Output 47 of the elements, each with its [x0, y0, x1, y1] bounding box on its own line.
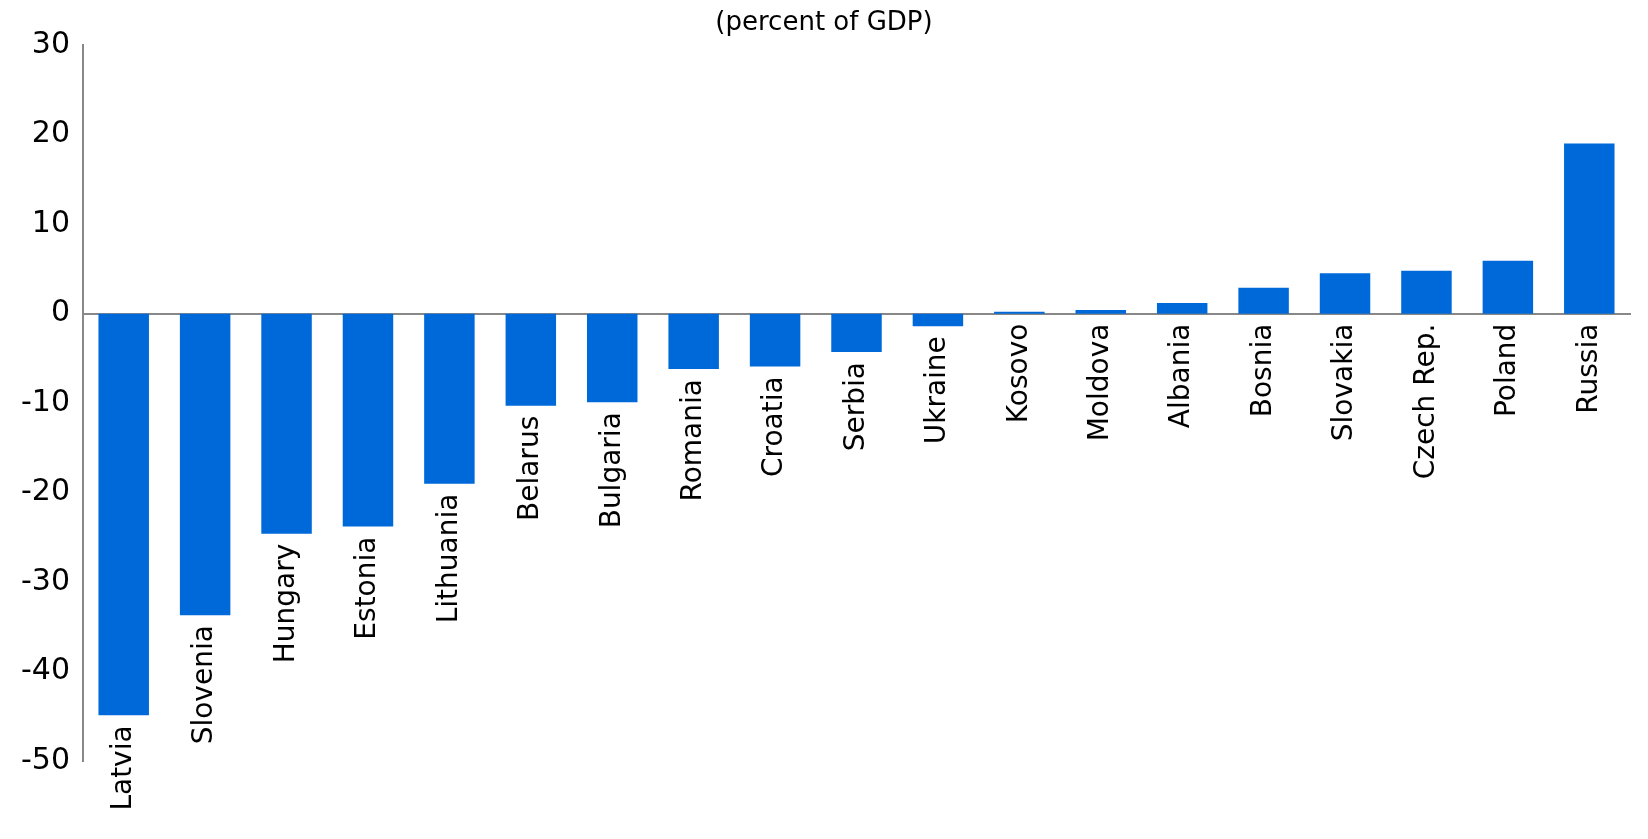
bar [1075, 310, 1126, 314]
chart-title: (percent of GDP) [715, 6, 933, 37]
y-tick-label: 20 [31, 114, 70, 150]
x-tick-label: Kosovo [1000, 323, 1034, 424]
x-tick-label: Lithuania [430, 493, 464, 624]
x-tick-label: Bulgaria [593, 412, 627, 529]
x-tick-label: Estonia [349, 536, 383, 640]
x-tick-label: Latvia [104, 725, 138, 811]
bar [342, 313, 394, 527]
bar [505, 313, 557, 406]
bar [587, 313, 638, 403]
x-tick-label: Slovakia [1326, 323, 1360, 442]
y-tick-label: -10 [21, 382, 70, 418]
x-tick-label: Croatia [756, 376, 790, 478]
y-tick-label: -20 [21, 472, 70, 508]
bar [831, 313, 882, 353]
y-tick-label: -50 [21, 740, 70, 776]
bar [1319, 273, 1371, 314]
bar [1401, 270, 1452, 314]
x-tick-label: Bosnia [1244, 323, 1278, 418]
bar [1482, 260, 1534, 314]
bar [912, 313, 964, 327]
bar [261, 313, 312, 534]
x-tick-label: Ukraine [919, 336, 953, 445]
bar [1156, 302, 1208, 314]
x-tick-label: Belarus [512, 415, 546, 521]
bar [668, 313, 719, 370]
x-tick-label: Moldova [1082, 323, 1116, 442]
bar [424, 313, 475, 484]
y-tick-label: 10 [31, 203, 70, 239]
x-tick-label: Albania [1163, 323, 1197, 429]
x-tick-label: Russia [1570, 323, 1604, 414]
y-tick-label: -30 [21, 561, 70, 597]
bar [1238, 287, 1289, 314]
bar [98, 313, 149, 716]
x-tick-label: Hungary [267, 543, 301, 664]
y-tick-label: 0 [50, 293, 70, 329]
x-tick-label: Poland [1489, 323, 1523, 418]
x-tick-label: Romania [674, 379, 708, 502]
y-tick-label: 30 [31, 25, 70, 60]
x-tick-label: Slovenia [186, 625, 220, 745]
y-tick-label: -40 [21, 651, 70, 687]
x-tick-label: Czech Rep. [1407, 323, 1441, 480]
bar [749, 313, 801, 367]
bar [179, 313, 231, 616]
bar [1564, 143, 1615, 314]
x-tick-label: Serbia [837, 362, 871, 452]
